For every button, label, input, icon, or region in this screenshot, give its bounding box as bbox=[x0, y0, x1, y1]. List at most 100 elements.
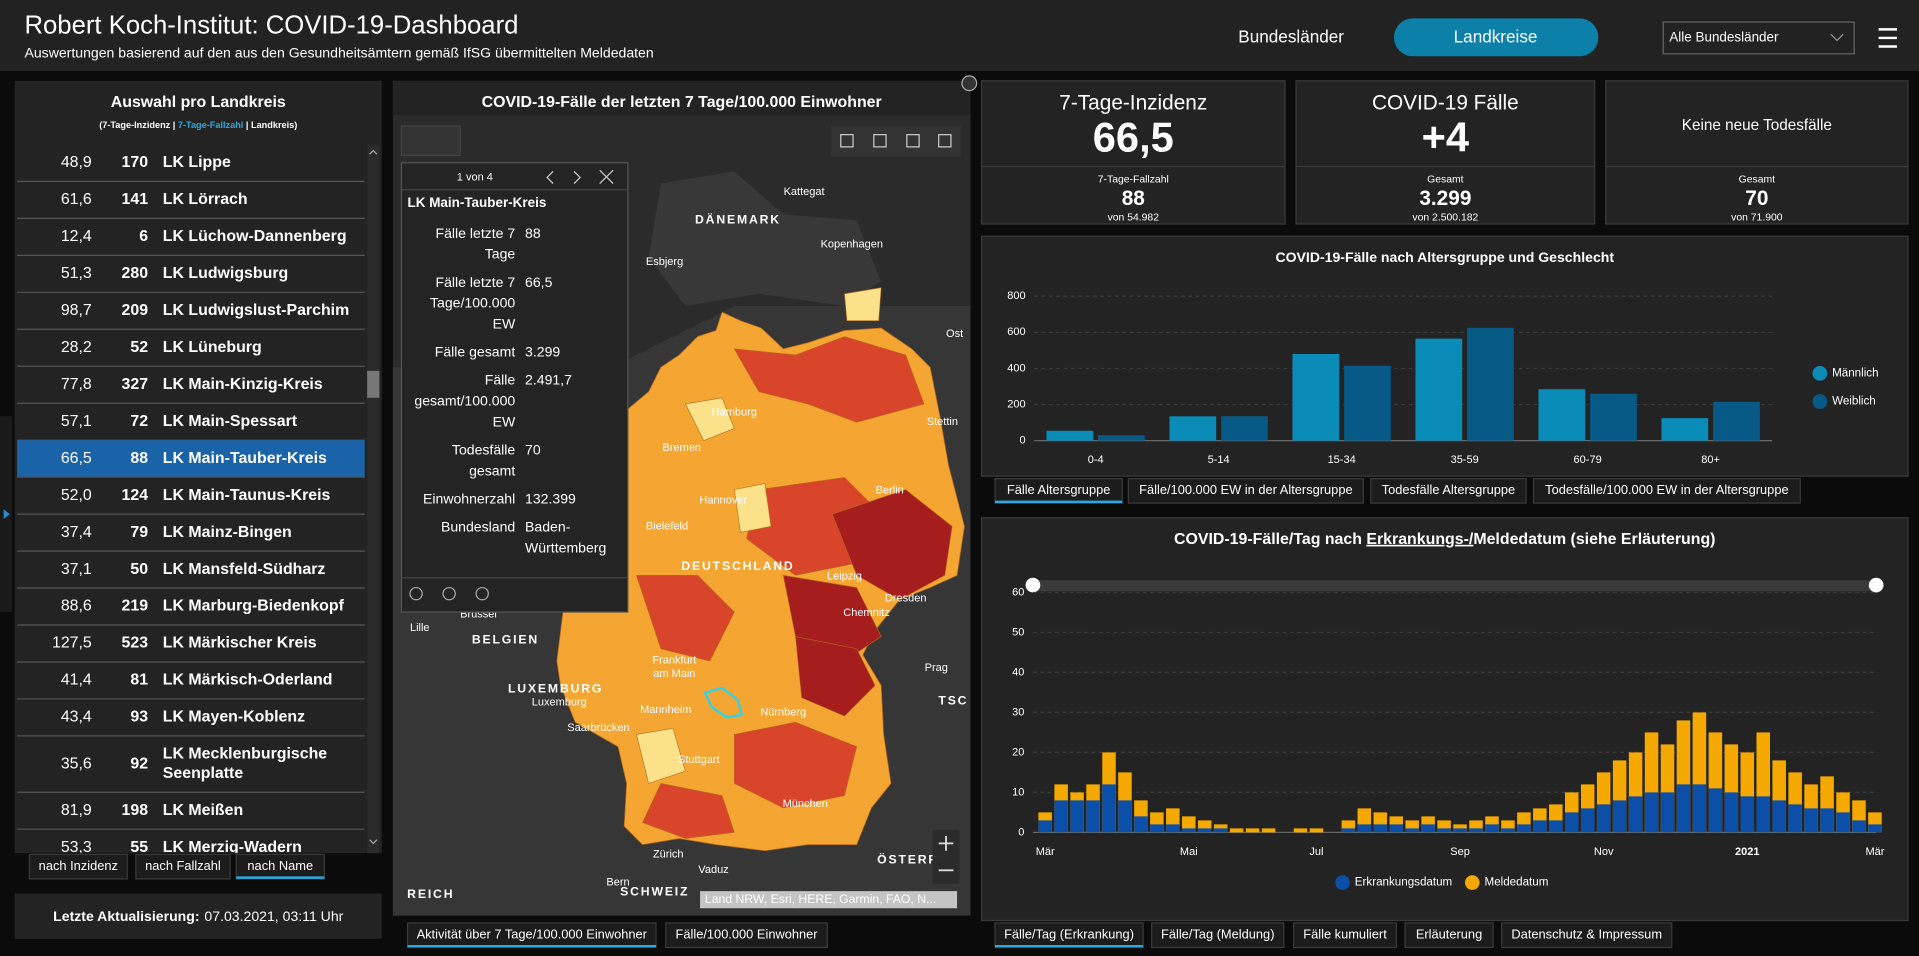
district-row[interactable]: 61,6 141 LK Lörrach bbox=[17, 191, 365, 219]
bar bbox=[1676, 784, 1691, 833]
row-incidence: 51,3 bbox=[61, 265, 92, 282]
district-row[interactable]: 77,8 327 LK Main-Kinzig-Kreis bbox=[17, 376, 365, 404]
scroll-up[interactable] bbox=[369, 149, 378, 155]
district-row[interactable]: 81,9 198 LK Meißen bbox=[17, 802, 365, 830]
chart-tab-label[interactable]: Todesfälle Altersgruppe bbox=[1382, 482, 1516, 497]
sort-button-label[interactable]: nach Fallzahl bbox=[145, 858, 221, 873]
district-row[interactable]: 48,9 170 LK Lippe bbox=[17, 154, 365, 183]
map-tab[interactable] bbox=[665, 922, 828, 949]
chart-tab-label[interactable]: Fälle/Tag (Erkrankung) bbox=[1004, 927, 1134, 942]
row-name: LK Mansfeld-Südharz bbox=[163, 561, 326, 578]
expand-icon[interactable] bbox=[961, 75, 978, 92]
side-tab-arrow bbox=[3, 509, 10, 520]
sort-button-label[interactable]: nach Name bbox=[247, 858, 313, 873]
district-row[interactable]: 98,7 209 LK Ludwigslust-Parchim bbox=[17, 302, 365, 330]
district-row[interactable]: 37,4 79 LK Mainz-Bingen bbox=[17, 524, 365, 552]
chart-tab-label[interactable]: Todesfälle/100.000 EW in der Altersgrupp… bbox=[1545, 482, 1788, 497]
district-row[interactable]: 127,5 523 LK Märkischer Kreis bbox=[17, 635, 365, 663]
toolbar[interactable] bbox=[830, 126, 961, 157]
sort-button-label[interactable]: nach Inzidenz bbox=[39, 858, 118, 873]
range-slider[interactable] bbox=[1032, 580, 1877, 592]
popup-action[interactable] bbox=[475, 586, 489, 601]
popup-nav[interactable] bbox=[546, 169, 614, 185]
chart-tab[interactable] bbox=[1151, 922, 1285, 949]
popup-field-value: 70 bbox=[525, 441, 541, 457]
bar bbox=[1229, 828, 1244, 833]
chart-tab[interactable] bbox=[1404, 922, 1494, 949]
district-row[interactable]: 28,2 52 LK Lüneburg bbox=[17, 339, 365, 367]
tab-bundeslaender[interactable]: Bundesländer bbox=[1238, 26, 1344, 46]
sort-button[interactable] bbox=[28, 853, 128, 880]
district-row[interactable]: 88,6 219 LK Marburg-Biedenkopf bbox=[17, 598, 365, 626]
scrollbar-thumb[interactable] bbox=[367, 370, 380, 398]
list-title: Auswahl pro Landkreis bbox=[111, 94, 286, 111]
bar bbox=[1501, 828, 1515, 833]
row-name: LK Marburg-Biedenkopf bbox=[163, 598, 345, 615]
chart-tab-label[interactable]: Fälle/100.000 EW in der Altersgruppe bbox=[1139, 482, 1352, 497]
district-row[interactable]: 35,6 92 LK Mecklenburgische Seenplatte bbox=[17, 745, 365, 793]
row-name: LK Märkischer Kreis bbox=[163, 635, 317, 652]
chart-title: COVID-19-Fälle nach Altersgruppe und Ges… bbox=[1275, 249, 1614, 265]
map-label: Luxemburg bbox=[532, 697, 587, 709]
chart-tab-label[interactable]: Erläuterung bbox=[1416, 927, 1482, 942]
map-tab-label[interactable]: Aktivität über 7 Tage/100.000 Einwohner bbox=[417, 927, 648, 942]
row-incidence: 66,5 bbox=[61, 450, 92, 467]
chart-tab[interactable] bbox=[994, 478, 1123, 504]
row-cases: 52 bbox=[130, 339, 148, 356]
toolbar-icon[interactable] bbox=[873, 134, 887, 148]
district-row[interactable]: 12,4 6 LK Lüchow-Dannenberg bbox=[17, 228, 365, 256]
map-label: Stuttgart bbox=[678, 754, 720, 766]
popup-action[interactable] bbox=[442, 586, 456, 601]
popup-action[interactable] bbox=[409, 586, 423, 601]
district-row[interactable]: 51,3 280 LK Ludwigsburg bbox=[17, 265, 365, 293]
map-tab[interactable] bbox=[406, 922, 657, 949]
toolbar-icon[interactable] bbox=[840, 134, 854, 148]
toolbar-icon[interactable] bbox=[906, 134, 920, 148]
bar bbox=[1293, 828, 1308, 833]
row-name: LK Meißen bbox=[163, 802, 243, 819]
bar bbox=[1804, 808, 1818, 833]
bar bbox=[1166, 824, 1180, 833]
chart-tab-label[interactable]: Fälle kumuliert bbox=[1303, 927, 1387, 942]
chart-tab[interactable] bbox=[1127, 478, 1364, 504]
map-label: Hamburg bbox=[712, 406, 757, 418]
row-name: LK Mainz-Bingen bbox=[163, 524, 292, 541]
legend-label: Meldedatum bbox=[1485, 876, 1549, 889]
region bbox=[636, 727, 686, 784]
row-cases: 198 bbox=[122, 802, 149, 819]
map-tab-label[interactable]: Fälle/100.000 Einwohner bbox=[676, 927, 819, 942]
district-row[interactable]: 43,4 93 LK Mayen-Koblenz bbox=[17, 709, 365, 737]
chart-tab[interactable] bbox=[1292, 922, 1398, 949]
scroll-down[interactable] bbox=[369, 839, 378, 845]
scrollbar-track bbox=[367, 144, 380, 854]
menu-icon[interactable] bbox=[1878, 28, 1897, 48]
tab-pill[interactable] bbox=[1393, 18, 1599, 57]
chart-tab[interactable] bbox=[1501, 922, 1673, 949]
bar bbox=[1197, 828, 1212, 833]
slider-handle[interactable] bbox=[1868, 577, 1884, 593]
kpi-title: Keine neue Todesfälle bbox=[1682, 117, 1832, 134]
title-part: Meldedatum (siehe Erläuterung) bbox=[1473, 531, 1715, 548]
chart-tab[interactable] bbox=[1532, 478, 1801, 504]
district-row[interactable]: 53,3 55 LK Merzig-Wadern bbox=[17, 839, 365, 866]
district-row[interactable]: 41,4 81 LK Märkisch-Oderland bbox=[17, 672, 365, 700]
chart-tab[interactable] bbox=[1370, 478, 1527, 504]
dropdown[interactable] bbox=[1662, 21, 1855, 55]
district-row[interactable]: 66,5 88 LK Main-Tauber-Kreis bbox=[17, 440, 365, 478]
map-label: Lille bbox=[410, 622, 430, 634]
tab-landkreise[interactable]: Landkreise bbox=[1454, 26, 1538, 46]
district-row[interactable]: 52,0 124 LK Main-Taunus-Kreis bbox=[17, 487, 365, 515]
row-cases: 55 bbox=[130, 839, 148, 856]
chart-tab-label[interactable]: Fälle/Tag (Meldung) bbox=[1161, 927, 1275, 942]
chart-tab[interactable] bbox=[994, 922, 1144, 949]
slider-handle[interactable] bbox=[1025, 577, 1041, 593]
toolbar-icon[interactable] bbox=[938, 134, 952, 148]
dropdown-text[interactable]: Alle Bundesländer bbox=[1669, 30, 1779, 45]
tool-select[interactable] bbox=[400, 125, 461, 157]
chart-tab-label[interactable]: Fälle Altersgruppe bbox=[1007, 482, 1111, 497]
sort-button[interactable] bbox=[135, 853, 231, 880]
sort-button[interactable] bbox=[235, 853, 325, 880]
chart-tab-label[interactable]: Datenschutz & Impressum bbox=[1511, 927, 1662, 942]
district-row[interactable]: 37,1 50 LK Mansfeld-Südharz bbox=[17, 561, 365, 589]
update-label: Letzte Aktualisierung: bbox=[53, 908, 199, 924]
